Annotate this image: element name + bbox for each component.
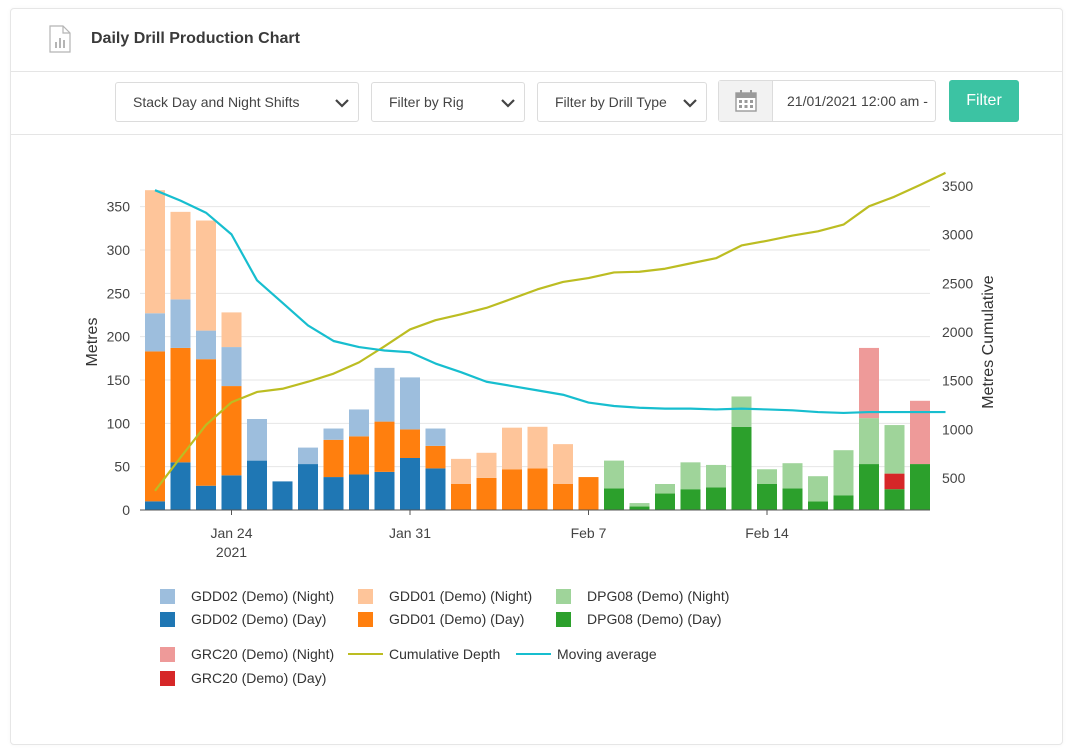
date-range-field[interactable]: 21/01/2021 12:00 am - — [718, 80, 936, 122]
page-title: Daily Drill Production Chart — [91, 30, 300, 47]
rig-filter-select-value: Filter by Rig — [389, 94, 464, 110]
chevron-down-icon — [335, 99, 349, 108]
calendar-button[interactable] — [719, 81, 773, 121]
stack-shifts-select[interactable]: Stack Day and Night Shifts — [115, 82, 359, 122]
rig-filter-select[interactable]: Filter by Rig — [371, 82, 525, 122]
chevron-down-icon — [683, 99, 697, 108]
date-range-value: 21/01/2021 12:00 am - — [787, 93, 928, 109]
chevron-down-icon — [501, 99, 515, 108]
drill-type-filter-select[interactable]: Filter by Drill Type — [537, 82, 707, 122]
stack-shifts-select-value: Stack Day and Night Shifts — [133, 94, 300, 110]
filter-toolbar: Stack Day and Night Shifts Filter by Rig… — [11, 72, 1062, 135]
drill-type-filter-select-value: Filter by Drill Type — [555, 94, 667, 110]
card-header: Daily Drill Production Chart — [11, 9, 1062, 72]
filter-button[interactable]: Filter — [949, 80, 1019, 122]
chart-document-icon — [49, 25, 71, 53]
chart-card: Daily Drill Production Chart Stack Day a… — [10, 8, 1063, 745]
calendar-icon — [735, 90, 757, 112]
